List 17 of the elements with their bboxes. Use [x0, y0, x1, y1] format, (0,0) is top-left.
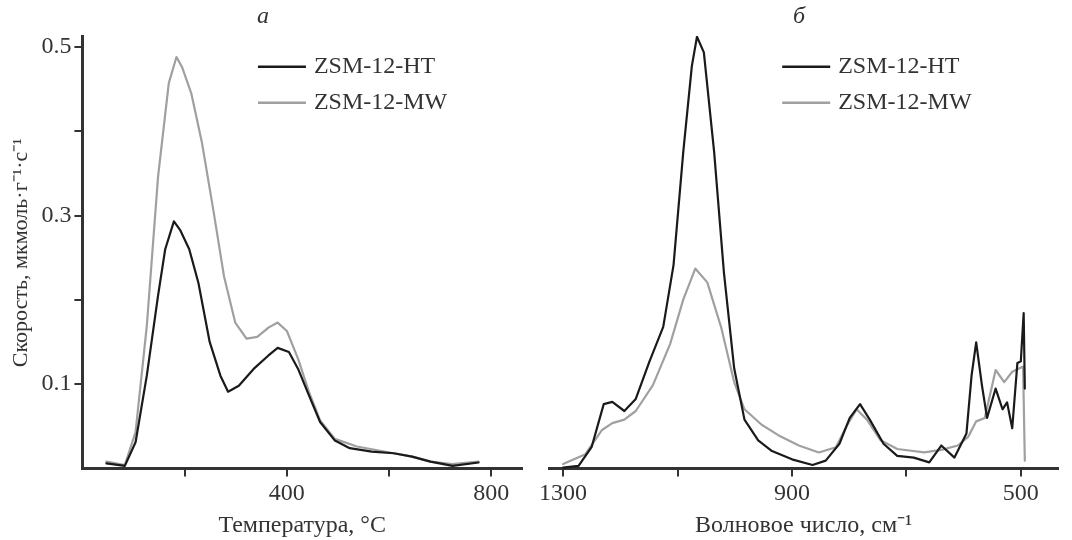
y-tick-label: 0.1: [41, 369, 72, 396]
legend-label: ZSM-12-HT: [838, 52, 960, 79]
y-tick-label: 0.3: [41, 200, 72, 227]
y-tick-label: 0.5: [41, 32, 72, 59]
x-tick-label: 800: [473, 479, 510, 506]
legend-label: ZSM-12-MW: [313, 88, 448, 115]
x-axis-title: Температура, °C: [218, 510, 386, 537]
x-axis-title: Волновое число, см⁻¹: [695, 510, 913, 537]
x-tick-label: 400: [268, 479, 305, 506]
x-tick-label: 900: [773, 479, 810, 506]
legend-label: ZSM-12-MW: [838, 88, 972, 115]
x-tick-label: 1300: [539, 479, 588, 506]
chart-title: б: [792, 1, 806, 28]
legend-label: ZSM-12-HT: [313, 52, 436, 79]
y-axis-title: Скорость, мкмоль·г⁻¹·с⁻¹: [6, 138, 32, 368]
x-tick-label: 500: [1002, 479, 1039, 506]
chart-title: а: [257, 1, 269, 28]
